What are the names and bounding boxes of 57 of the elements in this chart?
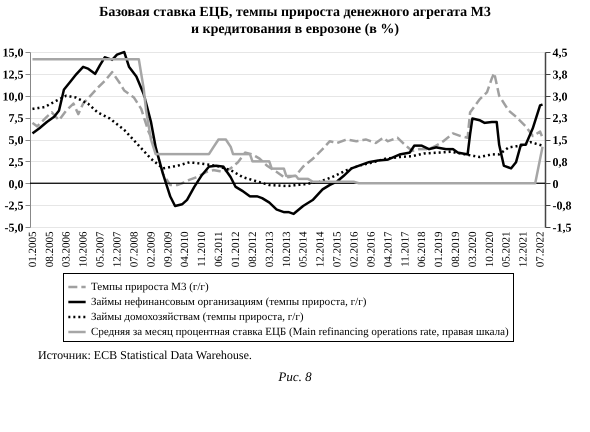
x-tick-label: 09.2016 <box>365 231 378 268</box>
y2-tick-label: -0,8 <box>552 198 572 213</box>
x-tick-label: 06.2018 <box>416 231 428 268</box>
x-tick-label: 11.2017 <box>399 231 412 267</box>
legend-label: Средняя за месяц процентная ставка ЕЦБ (Main refinancing operations rate, правая шкала) <box>91 326 509 338</box>
y2-tick-label: 0,8 <box>552 154 568 169</box>
y-tick-label: 2,5 <box>8 154 24 169</box>
y-tick-label: 15,0 <box>2 46 24 60</box>
y2-tick-label: 4,5 <box>552 46 568 60</box>
y2-tick-label: -1,5 <box>552 220 572 234</box>
y2-tick-label: 3,0 <box>552 89 568 104</box>
x-tick-label: 01.2005 <box>26 231 39 268</box>
y-tick-label: 10,0 <box>2 89 24 104</box>
legend-label: Займы нефинансовым организациям (темпы прироста, г/г) <box>91 296 367 308</box>
y-tick-label: 7,5 <box>8 111 24 126</box>
x-tick-label: 08.2012 <box>246 232 259 268</box>
y2-tick-label: 3,8 <box>552 67 568 82</box>
y-tick-label: -2,5 <box>4 198 24 213</box>
y-tick-label: 5,0 <box>8 133 24 147</box>
y-tick-label: 0,0 <box>8 176 24 191</box>
y-tick-label: 12,5 <box>2 67 24 82</box>
x-tick-label: 12.2014 <box>314 231 327 268</box>
x-tick-label: 10.2006 <box>78 231 90 268</box>
x-tick-label: 07.2022 <box>534 232 547 268</box>
y2-tick-label: 0 <box>552 176 558 191</box>
x-tick-label: 02.2009 <box>145 231 158 268</box>
x-tick-label: 08.2005 <box>44 231 56 268</box>
x-tick-label: 04.2010 <box>179 231 192 268</box>
y2-tick-label: 2,3 <box>552 111 568 126</box>
legend-label: Займы домохозяйствам (темпы прироста, г/г) <box>91 311 304 323</box>
y-tick-label: -5,0 <box>4 220 24 234</box>
x-tick-label: 03.2020 <box>466 231 479 268</box>
x-tick-label: 05.2007 <box>94 231 106 268</box>
x-tick-label: 01.2019 <box>433 231 446 268</box>
x-tick-label: 09.2009 <box>162 231 174 268</box>
x-tick-label: 07.2008 <box>128 231 140 268</box>
legend-label: Темпы прироста М3 (г/г) <box>91 281 209 293</box>
x-tick-label: 05.2014 <box>298 231 310 268</box>
x-tick-label: 03.2013 <box>264 231 276 268</box>
x-tick-label: 05.2021 <box>500 232 513 268</box>
chart-title: Базовая ставка ЕЦБ, темпы прироста денежного агрегата М3 и кредитования в еврозоне (в %) <box>98 4 492 38</box>
line-series <box>31 50 544 216</box>
x-tick-label: 04.2017 <box>382 231 394 268</box>
text: Источник: ECB Statistical Data Warehouse. <box>38 348 253 363</box>
x-tick-label: 03.2006 <box>60 231 73 268</box>
x-tick-label: 01.2012 <box>230 232 242 268</box>
x-tick-label: 10.2020 <box>484 231 496 268</box>
x-tick-label: 11.2010 <box>196 231 208 267</box>
x-tick-label: 08.2019 <box>450 231 462 268</box>
x-tick-label: 02.2016 <box>348 231 361 268</box>
y2-tick-label: 1,5 <box>552 133 568 147</box>
x-tick-label: 12.2021 <box>518 232 530 268</box>
x-tick-label: 12.2007 <box>111 231 124 268</box>
x-tick-label: 10.2013 <box>280 231 293 268</box>
text: Рис. 8 <box>277 369 313 385</box>
x-tick-label: 07.2015 <box>331 231 344 268</box>
x-tick-label: 06.2011 <box>213 232 226 267</box>
